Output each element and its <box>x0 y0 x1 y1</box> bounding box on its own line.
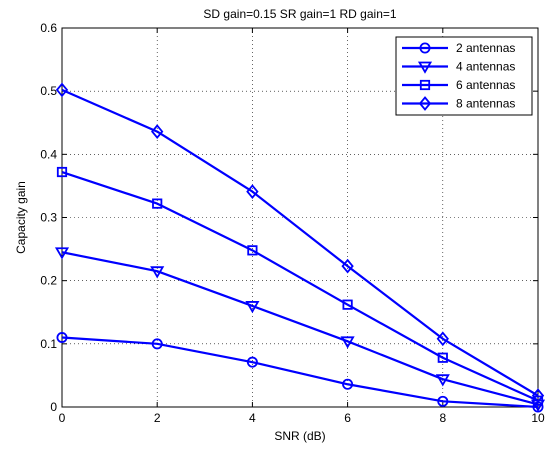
series-line <box>61 170 539 402</box>
x-tick-label: 2 <box>154 411 161 425</box>
series-line <box>61 336 539 409</box>
data-point <box>151 124 164 139</box>
series-1 <box>56 332 544 413</box>
legend-marker <box>418 96 432 111</box>
y-tick-label: 0.3 <box>40 211 57 225</box>
data-point <box>435 374 450 387</box>
x-axis-label: SNR (dB) <box>274 429 325 443</box>
data-point <box>246 184 259 200</box>
legend-label: 6 antennas <box>456 78 515 92</box>
data-point <box>342 299 353 310</box>
data-point <box>152 198 163 209</box>
y-tick-label: 0.1 <box>40 337 57 351</box>
legend-label: 4 antennas <box>456 60 515 74</box>
legend-box <box>395 36 533 116</box>
y-axis-label: Capacity gain <box>14 181 28 254</box>
y-tick-label: 0.6 <box>40 21 57 35</box>
data-point <box>56 332 68 344</box>
series-layer <box>54 82 546 413</box>
y-tick-label: 0.2 <box>40 274 57 288</box>
x-tick-label: 6 <box>344 411 351 425</box>
data-point <box>247 245 258 256</box>
y-tick-label: 0.5 <box>40 84 57 98</box>
x-tick-label: 0 <box>59 411 66 425</box>
data-point <box>436 331 449 347</box>
data-point <box>245 301 260 314</box>
data-point <box>56 166 68 178</box>
series-3 <box>56 166 544 406</box>
data-point <box>151 338 163 350</box>
series-line <box>61 251 539 406</box>
legend-label: 2 antennas <box>456 41 515 55</box>
legend: 2 antennas 4 antennas 6 antennas 8 antennas <box>395 36 533 116</box>
series-line <box>61 88 539 397</box>
legend-marker <box>419 42 431 54</box>
x-tick-label: 4 <box>249 411 256 425</box>
legend-marker <box>419 79 431 91</box>
y-tick-label: 0.4 <box>40 147 57 161</box>
data-point <box>150 266 165 279</box>
y-tick-label: 0 <box>50 400 57 414</box>
legend-label: 8 antennas <box>456 97 515 111</box>
x-tick-label: 8 <box>439 411 446 425</box>
series-4 <box>55 82 545 404</box>
data-point <box>437 352 448 363</box>
data-point <box>55 82 69 98</box>
x-tick-label: 10 <box>531 411 545 425</box>
data-point <box>340 336 355 349</box>
data-point <box>341 258 354 274</box>
data-point <box>54 247 70 260</box>
data-point <box>437 395 449 407</box>
data-point <box>532 395 544 406</box>
data-point <box>531 388 545 404</box>
x-axis-ticks: 0 2 4 6 8 10 <box>59 28 545 425</box>
chart-title: SD gain=0.15 SR gain=1 RD gain=1 <box>203 7 396 21</box>
legend-marker <box>417 61 433 74</box>
data-point <box>246 356 258 368</box>
data-point <box>342 378 354 390</box>
